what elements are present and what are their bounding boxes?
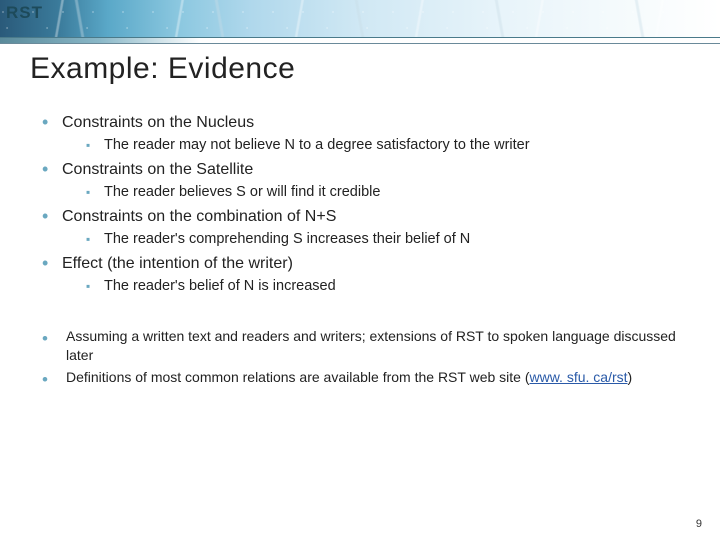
- sub-bullet-list: The reader's belief of N is increased: [62, 277, 700, 297]
- rst-website-link[interactable]: www. sfu. ca/rst: [530, 369, 628, 385]
- note-suffix: ): [628, 369, 633, 385]
- slide-content: Example: Evidence Constraints on the Nuc…: [30, 52, 700, 389]
- note-prefix: Definitions of most common relations are…: [66, 369, 530, 385]
- sub-bullet-item: The reader's belief of N is increased: [84, 277, 700, 297]
- bullet-text: Constraints on the Satellite: [62, 161, 253, 178]
- page-number: 9: [696, 518, 702, 530]
- logo-text: RST: [6, 3, 43, 23]
- bullet-text: Effect (the intention of the writer): [62, 255, 293, 272]
- notes-list: Assuming a written text and readers and …: [30, 327, 700, 388]
- bullet-item: Constraints on the Satellite The reader …: [40, 159, 700, 202]
- note-item: Definitions of most common relations are…: [40, 368, 700, 388]
- slide-title: Example: Evidence: [30, 52, 700, 86]
- sub-bullet-item: The reader's comprehending S increases t…: [84, 230, 700, 250]
- bullet-item: Constraints on the Nucleus The reader ma…: [40, 112, 700, 155]
- header-underline: [0, 38, 720, 44]
- main-bullet-list: Constraints on the Nucleus The reader ma…: [30, 112, 700, 297]
- sub-bullet-list: The reader may not believe N to a degree…: [62, 136, 700, 156]
- sub-bullet-item: The reader may not believe N to a degree…: [84, 136, 700, 156]
- sub-bullet-list: The reader believes S or will find it cr…: [62, 183, 700, 203]
- sub-bullet-list: The reader's comprehending S increases t…: [62, 230, 700, 250]
- bullet-item: Constraints on the combination of N+S Th…: [40, 206, 700, 249]
- bullet-text: Constraints on the combination of N+S: [62, 208, 336, 225]
- header-banner: RST: [0, 0, 720, 38]
- note-item: Assuming a written text and readers and …: [40, 327, 700, 366]
- bullet-item: Effect (the intention of the writer) The…: [40, 253, 700, 296]
- sub-bullet-item: The reader believes S or will find it cr…: [84, 183, 700, 203]
- bullet-text: Constraints on the Nucleus: [62, 114, 254, 131]
